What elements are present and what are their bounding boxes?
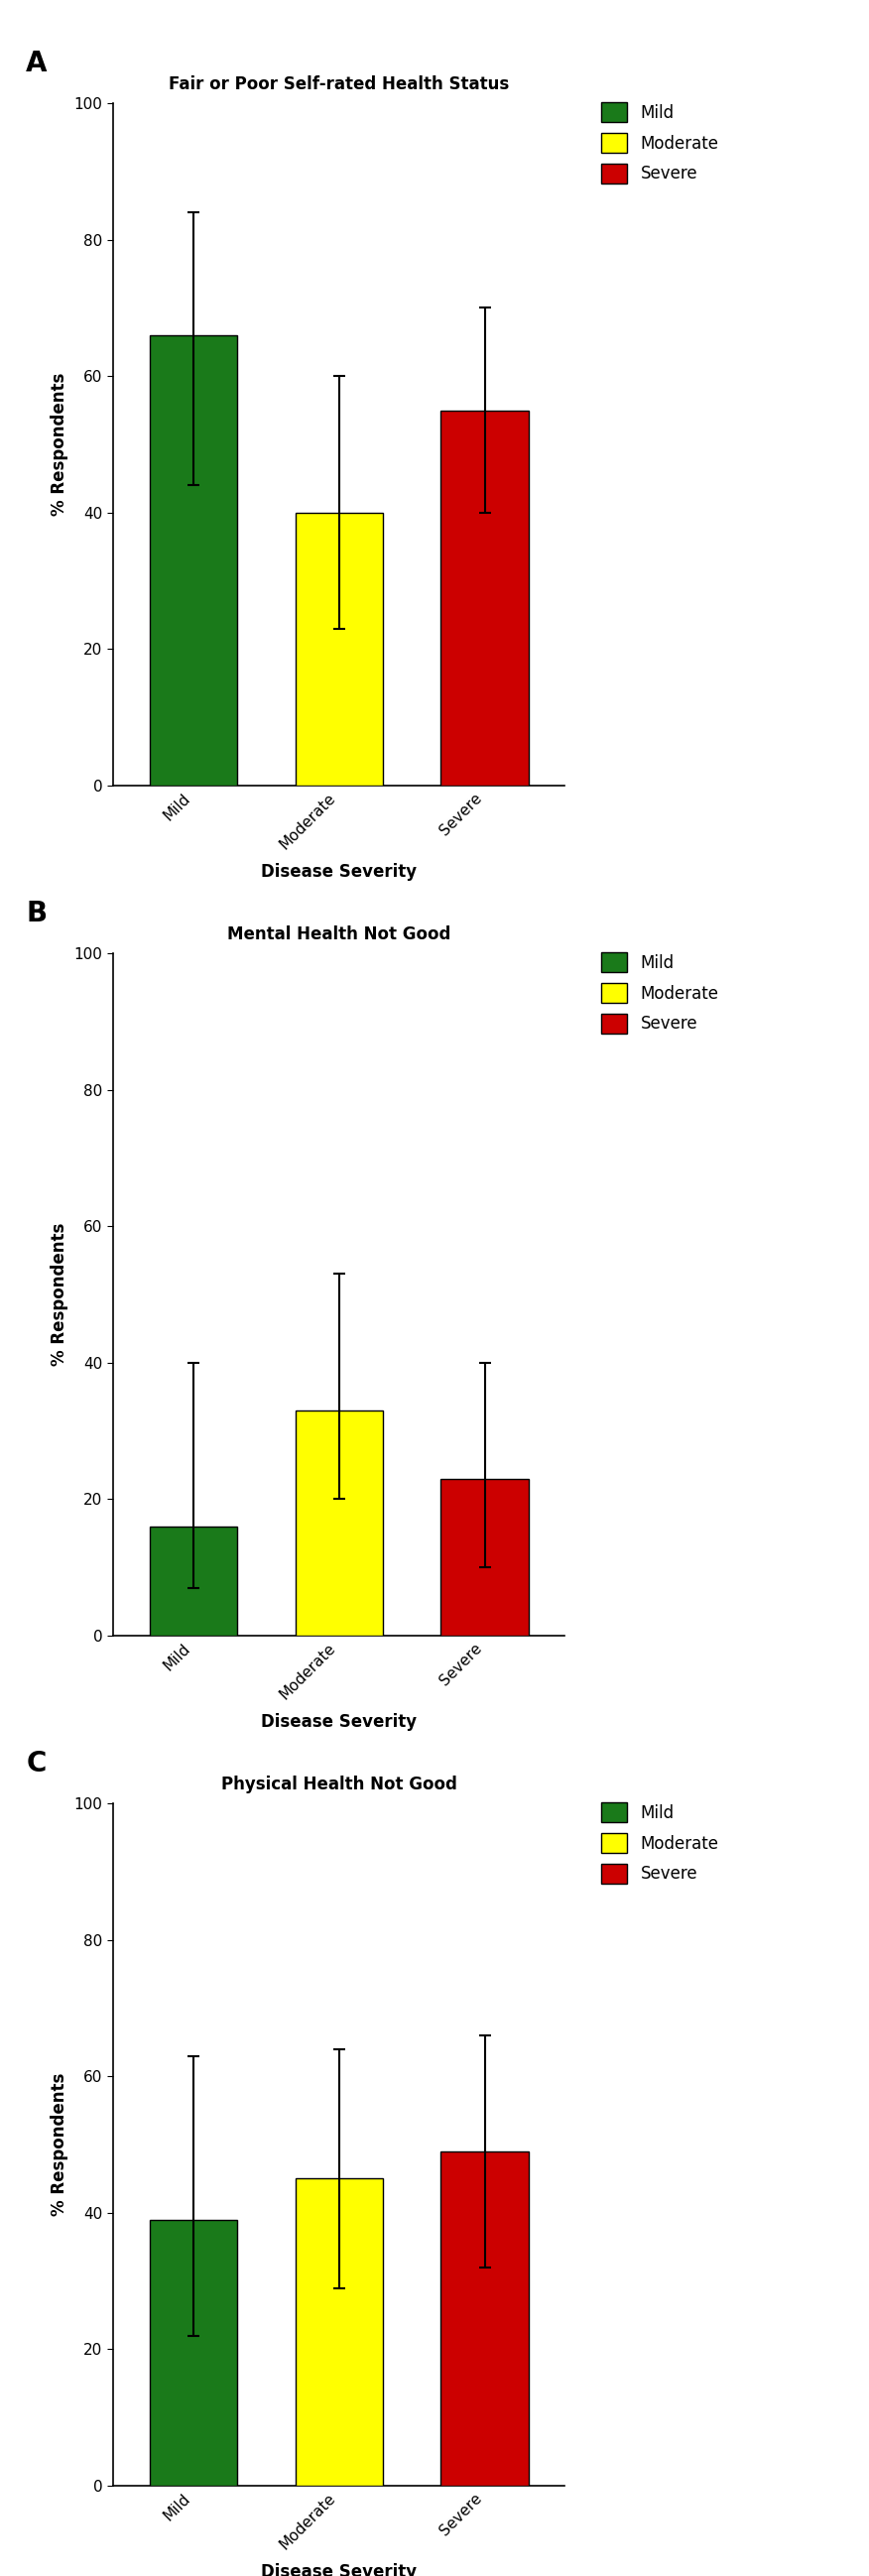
X-axis label: Disease Severity: Disease Severity bbox=[261, 2563, 417, 2576]
Y-axis label: % Respondents: % Respondents bbox=[50, 2074, 69, 2215]
Title: Fair or Poor Self-rated Health Status: Fair or Poor Self-rated Health Status bbox=[169, 75, 509, 93]
Title: Physical Health Not Good: Physical Health Not Good bbox=[221, 1775, 457, 1793]
Bar bbox=[295, 513, 382, 786]
Text: B: B bbox=[26, 899, 47, 927]
Bar bbox=[441, 1479, 528, 1636]
Bar bbox=[441, 410, 528, 786]
Legend: Mild, Moderate, Severe: Mild, Moderate, Severe bbox=[596, 1798, 724, 1888]
Text: C: C bbox=[26, 1749, 46, 1777]
Legend: Mild, Moderate, Severe: Mild, Moderate, Severe bbox=[596, 98, 724, 188]
Bar bbox=[149, 335, 237, 786]
X-axis label: Disease Severity: Disease Severity bbox=[261, 863, 417, 881]
Title: Mental Health Not Good: Mental Health Not Good bbox=[227, 925, 451, 943]
Legend: Mild, Moderate, Severe: Mild, Moderate, Severe bbox=[596, 948, 724, 1038]
Bar bbox=[295, 1412, 382, 1636]
Bar bbox=[441, 2151, 528, 2486]
Y-axis label: % Respondents: % Respondents bbox=[50, 374, 69, 515]
Bar bbox=[295, 2179, 382, 2486]
Bar bbox=[149, 2221, 237, 2486]
Text: A: A bbox=[26, 49, 48, 77]
Bar bbox=[149, 1528, 237, 1636]
X-axis label: Disease Severity: Disease Severity bbox=[261, 1713, 417, 1731]
Y-axis label: % Respondents: % Respondents bbox=[50, 1224, 69, 1365]
